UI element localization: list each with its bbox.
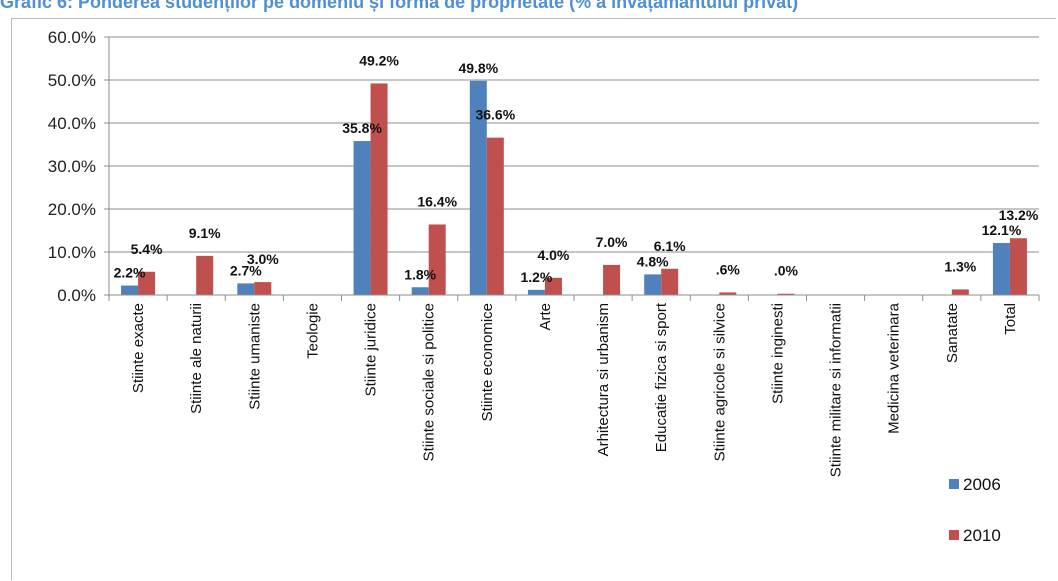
data-label: 16.4% <box>417 193 457 209</box>
category-label: Stiinte agricole si silvice <box>711 303 728 461</box>
legend-label: 2010 <box>963 526 1001 545</box>
data-label: 1.8% <box>404 266 436 282</box>
legend-swatch <box>949 530 959 540</box>
data-label: 4.0% <box>537 247 569 263</box>
bars <box>121 80 1027 295</box>
data-labels: 2.2% 2.7% 35.8% 1.8% 49.8% 1.2% 4.8% 12.1% 5.4% 9… <box>114 52 1039 284</box>
category-label: Stiinte juridice <box>363 303 380 396</box>
bar-2010 <box>370 83 388 295</box>
data-label: .0% <box>774 263 799 279</box>
y-tick-label: 20.0% <box>48 200 96 219</box>
bar-2006 <box>527 289 545 295</box>
category-label: Stiinte economice <box>479 303 496 421</box>
category-label: Sanatate <box>944 303 961 363</box>
data-label: 5.4% <box>131 241 163 257</box>
axes <box>104 36 1040 301</box>
data-label: 13.2% <box>999 207 1039 223</box>
bar-2010 <box>777 293 795 295</box>
legend-label: 2006 <box>963 475 1001 494</box>
data-label: 49.2% <box>359 52 399 68</box>
legend-swatch <box>949 479 959 489</box>
bar-2010 <box>1009 238 1027 295</box>
data-label: 49.8% <box>458 60 498 76</box>
gridlines <box>109 36 1039 253</box>
category-label: Stiinte militare si informatii <box>828 303 845 477</box>
bar-2010 <box>603 264 621 295</box>
data-label: 9.1% <box>189 225 221 241</box>
y-tick-label: 50.0% <box>48 71 96 90</box>
bar-chart: 0.0%10.0%20.0%30.0%40.0%50.0%60.0% 2.2% 2… <box>48 28 1040 545</box>
category-label: Medicina veterinara <box>886 302 903 434</box>
data-label: 36.6% <box>475 107 515 123</box>
data-label: 12.1% <box>982 222 1022 238</box>
y-tick-label: 10.0% <box>48 243 96 262</box>
category-label: Arhitectura si urbanism <box>595 303 612 456</box>
bar-2006 <box>353 141 371 295</box>
bar-2010 <box>544 277 562 295</box>
category-label: Stiinte ale naturii <box>188 303 205 414</box>
data-label: 3.0% <box>247 251 279 267</box>
y-tick-label: 0.0% <box>57 286 96 305</box>
y-tick-label: 40.0% <box>48 114 96 133</box>
bar-2006 <box>992 242 1010 295</box>
bar-2010 <box>138 271 156 295</box>
y-tick-label: 60.0% <box>48 28 96 47</box>
category-label: Stiinte exacte <box>130 303 147 393</box>
bar-2010 <box>486 137 504 295</box>
data-label: 4.8% <box>637 253 669 269</box>
category-label: Stiinte umaniste <box>246 303 263 410</box>
data-label: 6.1% <box>654 238 686 254</box>
category-label: Total <box>1002 303 1019 335</box>
bar-2006 <box>237 283 255 295</box>
data-label: 1.2% <box>520 269 552 285</box>
y-axis-ticks: 0.0% 10.0% 20.0% 30.0% 40.0% 50.0% 60.0% <box>48 28 96 305</box>
category-label: Stiinte inginesti <box>769 303 786 404</box>
category-label: Stiinte sociale si politice <box>421 303 438 461</box>
bar-2010 <box>196 255 214 295</box>
bar-2010 <box>428 224 446 295</box>
data-label: 1.3% <box>944 258 976 274</box>
category-label: Teologie <box>304 303 321 359</box>
data-label: .6% <box>716 261 741 277</box>
bar-2010 <box>254 282 272 295</box>
chart-frame: 0.0% 10.0% 20.0% 30.0% 40.0% 50.0% 60.0% 2.2% 2… <box>11 18 1056 580</box>
bar-2006 <box>121 285 139 295</box>
page-title: Grafic 6: Ponderea studenților pe domeni… <box>0 0 799 12</box>
data-label: 2.2% <box>114 265 146 281</box>
category-label: Educatie fizica si sport <box>653 302 670 452</box>
category-label: Arte <box>537 303 554 331</box>
bar-2006 <box>411 287 429 295</box>
data-label: 2.7% <box>230 262 262 278</box>
bar-2006 <box>469 80 487 295</box>
bar-2006 <box>644 274 662 295</box>
bar-2010 <box>661 268 679 295</box>
bar-2010 <box>951 289 969 295</box>
legend: 2006 2010 <box>949 475 1001 545</box>
data-label: 35.8% <box>342 120 382 136</box>
data-label: 7.0% <box>596 234 628 250</box>
x-axis-category-labels: Stiinte exacte Stiinte ale naturii Stiinte… <box>130 302 1019 477</box>
y-tick-label: 30.0% <box>48 157 96 176</box>
bar-2010 <box>719 292 737 295</box>
